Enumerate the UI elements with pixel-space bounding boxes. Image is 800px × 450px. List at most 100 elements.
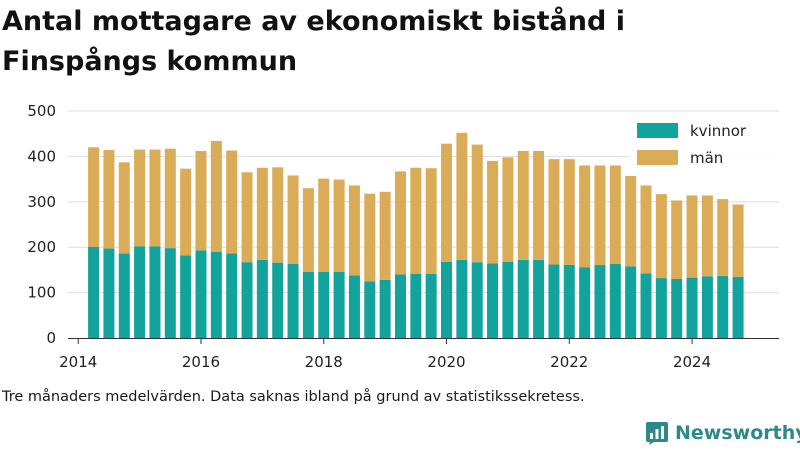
bar-kvinnor bbox=[364, 281, 376, 338]
bar-man bbox=[287, 175, 299, 264]
bar-kvinnor bbox=[287, 264, 299, 338]
bar-kvinnor bbox=[563, 264, 575, 338]
bar-man bbox=[394, 171, 406, 275]
bar-man bbox=[579, 165, 591, 268]
x-tick-label: 2022 bbox=[550, 353, 588, 371]
y-tick-label: 0 bbox=[46, 329, 56, 347]
bar-kvinnor bbox=[441, 261, 453, 338]
bar-man bbox=[226, 150, 238, 254]
x-tick-label: 2018 bbox=[305, 353, 343, 371]
bar-man bbox=[241, 172, 253, 263]
bar-man bbox=[471, 144, 483, 263]
bar-man bbox=[701, 195, 713, 277]
bar-man bbox=[149, 149, 161, 247]
bar-kvinnor bbox=[333, 271, 345, 338]
bar-kvinnor bbox=[640, 273, 652, 338]
bar-kvinnor bbox=[686, 277, 698, 338]
footnote: Tre månaders medelvärden. Data saknas ib… bbox=[2, 389, 585, 405]
newsworthy-logo-icon bbox=[646, 422, 668, 445]
bar-man bbox=[256, 167, 268, 260]
stacked-bar-chart: 0 100 200 300 400 500 2014 2016 2018 2020 2022 2024… bbox=[27, 102, 780, 371]
bar-man bbox=[318, 178, 330, 272]
bar-man bbox=[348, 185, 360, 276]
bars bbox=[88, 132, 744, 338]
bar-kvinnor bbox=[487, 263, 499, 338]
bar-kvinnor bbox=[517, 259, 529, 338]
bar-man bbox=[333, 179, 345, 272]
bar-kvinnor bbox=[256, 259, 268, 338]
bar-kvinnor bbox=[195, 250, 207, 338]
bar-kvinnor bbox=[410, 273, 422, 338]
brand[interactable]: Newsworthy bbox=[645, 419, 800, 447]
bar-man bbox=[671, 200, 683, 279]
bar-man bbox=[164, 148, 176, 249]
axes: 0 100 200 300 400 500 2014 2016 2018 2020 2022 2024 bbox=[27, 102, 779, 371]
bar-kvinnor bbox=[318, 271, 330, 338]
bar-kvinnor bbox=[502, 261, 514, 338]
legend-swatch-man bbox=[637, 150, 678, 165]
bar-man bbox=[717, 199, 729, 276]
bar-man bbox=[272, 167, 284, 263]
bar-man bbox=[134, 149, 146, 247]
bar-kvinnor bbox=[210, 251, 222, 338]
bar-kvinnor bbox=[241, 262, 253, 338]
bar-man bbox=[487, 160, 499, 264]
legend-label: kvinnor bbox=[690, 122, 747, 140]
bar-kvinnor bbox=[134, 246, 146, 338]
bar-man bbox=[640, 185, 652, 274]
bar-kvinnor bbox=[103, 248, 115, 338]
bar-kvinnor bbox=[655, 278, 667, 338]
bar-kvinnor bbox=[456, 259, 468, 338]
bar-kvinnor bbox=[164, 248, 176, 338]
bar-kvinnor bbox=[149, 246, 161, 338]
bar-man bbox=[210, 140, 222, 252]
x-tick-label: 2024 bbox=[673, 353, 711, 371]
legend-label: män bbox=[690, 149, 723, 167]
y-tick-label: 300 bbox=[27, 193, 56, 211]
bar-man bbox=[609, 165, 621, 264]
bar-man bbox=[88, 147, 100, 247]
bar-man bbox=[103, 150, 115, 249]
bar-man bbox=[732, 204, 744, 277]
bar-man bbox=[364, 193, 376, 282]
x-tick-label: 2014 bbox=[59, 353, 97, 371]
bar-man bbox=[302, 188, 314, 272]
bar-kvinnor bbox=[302, 271, 314, 338]
legend: kvinnor män bbox=[628, 113, 780, 171]
bar-kvinnor bbox=[717, 275, 729, 338]
y-tick-label: 400 bbox=[27, 147, 56, 165]
y-tick-label: 100 bbox=[27, 284, 56, 302]
y-tick-label: 500 bbox=[27, 102, 56, 120]
bar-man bbox=[456, 132, 468, 260]
bar-kvinnor bbox=[226, 253, 238, 338]
bar-man bbox=[379, 191, 391, 280]
bar-man bbox=[180, 168, 192, 256]
bar-man bbox=[686, 195, 698, 278]
bar-kvinnor bbox=[425, 273, 437, 338]
brand-name: Newsworthy bbox=[675, 422, 800, 444]
bar-kvinnor bbox=[625, 266, 637, 338]
bar-kvinnor bbox=[732, 276, 744, 338]
bar-man bbox=[563, 159, 575, 265]
bar-kvinnor bbox=[533, 259, 545, 338]
bar-man bbox=[594, 165, 606, 265]
bar-man bbox=[655, 194, 667, 279]
bar-man bbox=[548, 159, 560, 265]
bar-kvinnor bbox=[701, 276, 713, 338]
bar-kvinnor bbox=[88, 246, 100, 338]
y-tick-label: 200 bbox=[27, 238, 56, 256]
bar-kvinnor bbox=[348, 275, 360, 338]
x-tick-label: 2020 bbox=[427, 353, 465, 371]
bar-kvinnor bbox=[609, 264, 621, 338]
bar-man bbox=[517, 150, 529, 260]
bar-man bbox=[195, 150, 207, 251]
bar-man bbox=[502, 157, 514, 262]
bar-kvinnor bbox=[180, 255, 192, 338]
bar-man bbox=[410, 167, 422, 274]
bar-man bbox=[533, 150, 545, 260]
bar-kvinnor bbox=[379, 279, 391, 338]
bar-man bbox=[625, 175, 637, 267]
bar-man bbox=[441, 143, 453, 262]
bar-kvinnor bbox=[671, 278, 683, 338]
bar-kvinnor bbox=[594, 264, 606, 338]
